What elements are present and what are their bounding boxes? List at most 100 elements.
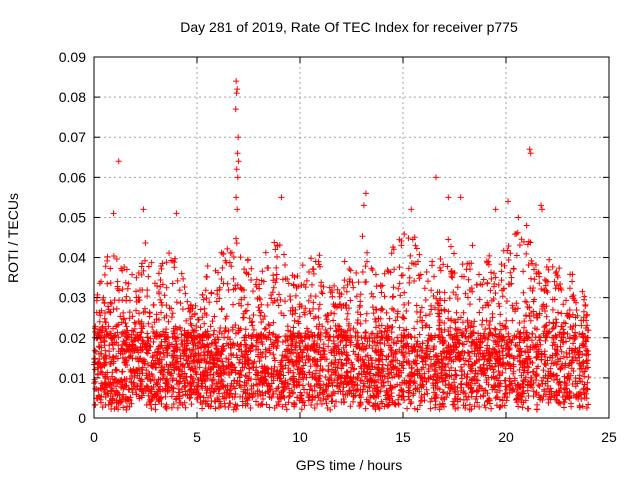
data-point: [266, 345, 273, 352]
data-point: [246, 315, 253, 322]
data-point: [348, 359, 355, 366]
data-point: [501, 262, 508, 269]
data-point: [390, 351, 397, 358]
data-point: [404, 340, 411, 347]
data-point: [386, 342, 393, 349]
data-point: [178, 331, 185, 338]
data-point: [320, 283, 327, 290]
data-point: [302, 342, 309, 349]
data-point: [144, 383, 151, 390]
data-point: [316, 389, 323, 396]
data-point: [170, 348, 177, 355]
data-point: [364, 352, 371, 359]
data-point: [510, 266, 517, 273]
data-point: [104, 253, 111, 260]
data-point: [242, 308, 249, 315]
data-point: [412, 242, 419, 249]
data-point: [376, 405, 383, 412]
data-point: [509, 302, 516, 309]
data-point: [499, 360, 506, 367]
data-point: [403, 307, 410, 314]
data-point: [108, 400, 115, 407]
data-point: [97, 368, 104, 375]
data-point: [525, 238, 532, 245]
data-point: [477, 338, 484, 345]
data-point: [441, 319, 448, 326]
data-point: [405, 265, 412, 272]
data-point: [156, 386, 163, 393]
data-point: [558, 333, 565, 340]
data-point: [138, 271, 145, 278]
data-point: [211, 360, 218, 367]
data-point: [445, 194, 452, 201]
data-point: [333, 304, 340, 311]
data-point: [395, 396, 402, 403]
data-point: [237, 254, 244, 261]
data-point: [408, 348, 415, 355]
data-point: [213, 369, 220, 376]
data-point: [99, 324, 106, 331]
data-point: [501, 393, 508, 400]
data-point: [450, 250, 457, 257]
data-point: [531, 325, 538, 332]
data-point: [157, 350, 164, 357]
data-point: [384, 327, 391, 334]
data-point: [525, 369, 532, 376]
data-point: [378, 398, 385, 405]
data-point: [369, 388, 376, 395]
data-point: [480, 276, 487, 283]
data-point: [484, 279, 491, 286]
data-point: [347, 368, 354, 375]
data-point: [430, 353, 437, 360]
data-point: [254, 353, 261, 360]
data-point: [457, 194, 464, 201]
data-point: [364, 388, 371, 395]
data-point: [308, 281, 315, 288]
data-point: [305, 355, 312, 362]
data-point: [302, 305, 309, 312]
data-point: [417, 344, 424, 351]
data-point: [106, 397, 113, 404]
data-point: [462, 357, 469, 364]
data-point: [418, 392, 425, 399]
data-point: [322, 327, 329, 334]
data-point: [366, 342, 373, 349]
data-point: [328, 379, 335, 386]
data-point: [403, 326, 410, 333]
data-point: [133, 391, 140, 398]
data-point: [100, 355, 107, 362]
data-point: [250, 312, 257, 319]
data-point: [438, 403, 445, 410]
data-point: [262, 249, 269, 256]
data-point: [148, 362, 155, 369]
data-point: [479, 317, 486, 324]
data-point: [440, 357, 447, 364]
data-point: [444, 263, 451, 270]
data-point: [367, 394, 374, 401]
data-point: [226, 372, 233, 379]
data-point: [372, 406, 379, 413]
data-point: [214, 383, 221, 390]
data-point: [341, 258, 348, 265]
data-point: [492, 290, 499, 297]
data-point: [405, 300, 412, 307]
data-point: [201, 305, 208, 312]
data-point: [378, 289, 385, 296]
data-point: [372, 316, 379, 323]
data-point: [429, 380, 436, 387]
data-point: [563, 297, 570, 304]
data-point: [268, 295, 275, 302]
data-point: [462, 290, 469, 297]
data-point: [559, 393, 566, 400]
data-point: [550, 377, 557, 384]
data-point: [395, 372, 402, 379]
data-point: [216, 404, 223, 411]
data-point: [530, 298, 537, 305]
data-point: [452, 291, 459, 298]
data-point: [253, 283, 260, 290]
data-point: [581, 373, 588, 380]
data-point: [474, 399, 481, 406]
data-point: [161, 314, 168, 321]
data-point: [580, 341, 587, 348]
data-point: [169, 334, 176, 341]
